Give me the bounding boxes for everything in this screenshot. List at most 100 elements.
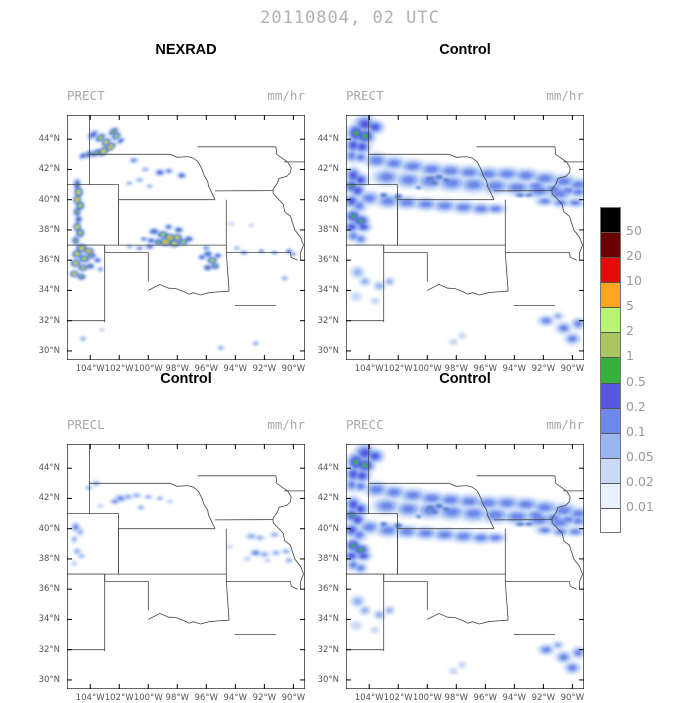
ytick-label: 42°N <box>38 493 60 504</box>
xtick-label: 104°W <box>354 364 384 374</box>
xtick-label: 98°W <box>165 364 190 374</box>
colorbar-segment[interactable] <box>600 257 621 283</box>
colorbar-label: 2 <box>626 323 634 339</box>
column-header-control-bl: Control <box>160 371 212 387</box>
colorbar-tick <box>600 307 621 309</box>
column-header-nexrad: NEXRAD <box>155 42 217 58</box>
map-canvas-1 <box>346 115 584 360</box>
map-canvas-3 <box>346 444 584 689</box>
xtick-label: 100°W <box>133 693 163 703</box>
colorbar-label: 0.2 <box>626 398 646 414</box>
colorbar-segment[interactable] <box>600 207 621 233</box>
colorbar-segment[interactable] <box>600 357 621 383</box>
ytick-label: 38°N <box>38 553 60 564</box>
colorbar-tick <box>600 507 621 509</box>
colorbar-label: 0.05 <box>626 448 654 464</box>
xtick-label: 102°W <box>104 364 134 374</box>
xtick-label: 90°W <box>281 364 306 374</box>
colorbar-segment[interactable] <box>600 332 621 358</box>
xtick-label: 94°W <box>502 693 527 703</box>
colorbar-label: 5 <box>626 298 634 314</box>
xtick-label: 100°W <box>133 364 163 374</box>
xtick-label: 96°W <box>194 364 219 374</box>
panel-variable-label: PRECT <box>346 88 384 103</box>
xtick-label: 96°W <box>194 693 219 703</box>
ytick-label: 40°N <box>317 194 339 205</box>
colorbar-tick <box>600 382 621 384</box>
xtick-label: 90°W <box>560 364 585 374</box>
ytick-label: 34°N <box>38 285 60 296</box>
ytick-label: 32°N <box>38 644 60 655</box>
colorbar-segment[interactable] <box>600 507 621 534</box>
xtick-label: 94°W <box>502 364 527 374</box>
ytick-label: 42°N <box>38 164 60 175</box>
panel-variable-label: PRECC <box>346 417 384 432</box>
xtick-label: 104°W <box>354 693 384 703</box>
xtick-label: 90°W <box>560 693 585 703</box>
colorbar-tick <box>600 407 621 409</box>
colorbar-tick <box>600 457 621 459</box>
ytick-label: 32°N <box>38 315 60 326</box>
colorbar-tick <box>600 332 621 334</box>
xtick-label: 100°W <box>412 693 442 703</box>
colorbar-label: 10 <box>626 273 642 289</box>
panel-variable-label: PRECT <box>67 88 105 103</box>
colorbar-segment[interactable] <box>600 407 621 434</box>
colorbar-label: 0.5 <box>626 373 646 389</box>
colorbar-tick <box>600 282 621 284</box>
ytick-label: 30°N <box>38 345 60 356</box>
ytick-label: 30°N <box>38 674 60 685</box>
xtick-label: 92°W <box>531 693 556 703</box>
ytick-label: 34°N <box>317 285 339 296</box>
ytick-label: 38°N <box>38 224 60 235</box>
ytick-label: 44°N <box>38 134 60 145</box>
ytick-label: 34°N <box>317 614 339 625</box>
xtick-label: 104°W <box>75 693 105 703</box>
ytick-label: 30°N <box>317 345 339 356</box>
xtick-label: 92°W <box>531 364 556 374</box>
xtick-label: 102°W <box>104 693 134 703</box>
colorbar-segment[interactable] <box>600 482 621 509</box>
ytick-label: 38°N <box>317 224 339 235</box>
xtick-label: 98°W <box>444 693 469 703</box>
ytick-label: 44°N <box>38 463 60 474</box>
colorbar[interactable]: 50 20 10 5 2 1 0.5 0.2 0.1 0.05 0.02 0.01 <box>600 207 654 534</box>
panel-units-label: mm/hr <box>546 88 584 103</box>
colorbar-segment[interactable] <box>600 457 621 484</box>
colorbar-label: 0.01 <box>626 498 654 514</box>
colorbar-label: 20 <box>626 248 642 264</box>
panel-control-precl: PRECL mm/hr 44°N 42°N 40°N 38°N 36°N 34°N 32°N 3… <box>39 417 306 703</box>
ytick-label: 40°N <box>38 523 60 534</box>
ytick-label: 42°N <box>317 493 339 504</box>
colorbar-segment[interactable] <box>600 232 621 258</box>
xtick-label: 96°W <box>473 364 498 374</box>
xtick-label: 92°W <box>252 364 277 374</box>
map-canvas-0 <box>67 115 305 360</box>
colorbar-tick <box>600 432 621 434</box>
colorbar-segment[interactable] <box>600 282 621 308</box>
xtick-label: 102°W <box>383 364 413 374</box>
xtick-label: 96°W <box>473 693 498 703</box>
xtick-label: 94°W <box>223 693 248 703</box>
colorbar-tick <box>600 482 621 484</box>
colorbar-tick <box>600 357 621 359</box>
map-canvas-2 <box>67 444 305 689</box>
ytick-label: 36°N <box>38 584 60 595</box>
xtick-label: 90°W <box>281 693 306 703</box>
ytick-label: 32°N <box>317 644 339 655</box>
colorbar-label: 50 <box>626 223 642 239</box>
colorbar-label: 0.02 <box>626 473 654 489</box>
panel-units-label: mm/hr <box>267 88 305 103</box>
ytick-label: 36°N <box>317 584 339 595</box>
xtick-label: 104°W <box>75 364 105 374</box>
column-header-control-br: Control <box>439 371 491 387</box>
colorbar-segment[interactable] <box>600 432 621 459</box>
colorbar-segment[interactable] <box>600 382 621 408</box>
ytick-label: 36°N <box>38 255 60 266</box>
column-header-control-tr: Control <box>439 42 491 58</box>
colorbar-segment[interactable] <box>600 307 621 333</box>
colorbar-label: 1 <box>626 348 634 364</box>
ytick-label: 34°N <box>38 614 60 625</box>
xtick-label: 98°W <box>444 364 469 374</box>
